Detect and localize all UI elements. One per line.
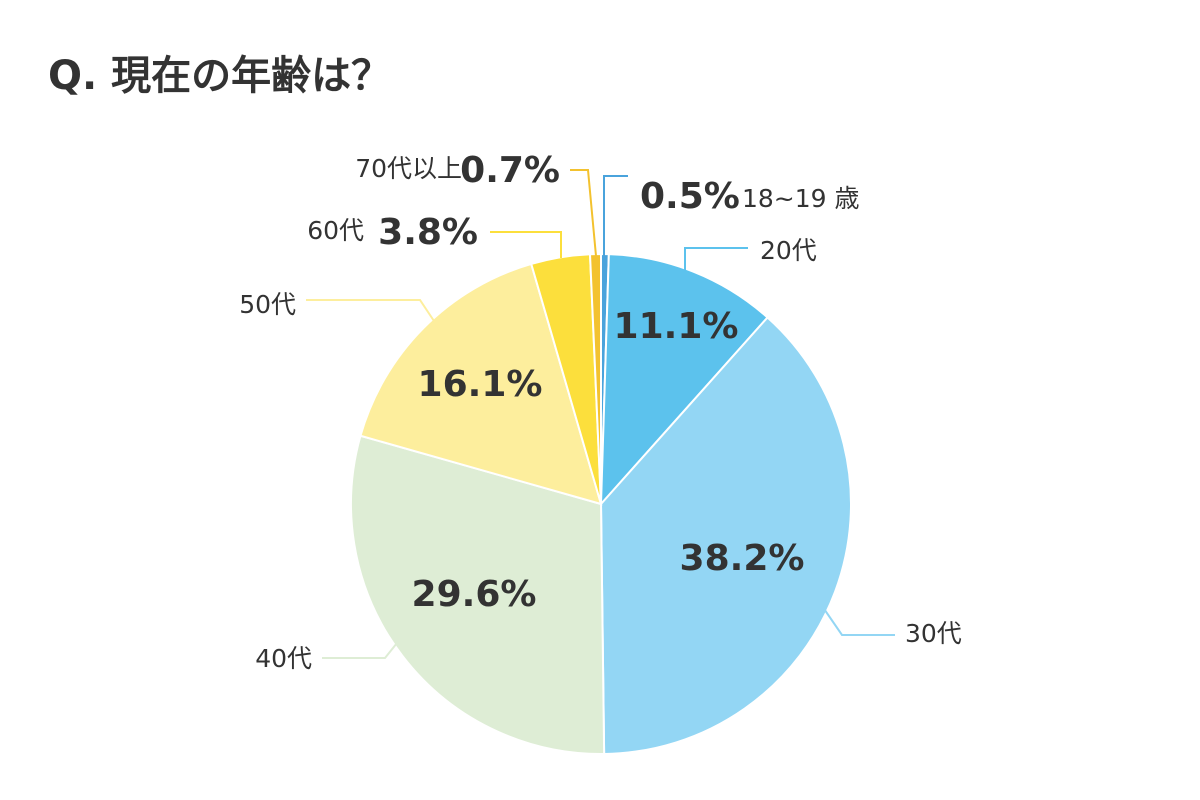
- leader-line: [306, 299, 441, 331]
- chart-title: Q. 現在の年齢は？: [48, 53, 391, 99]
- leader-line: [684, 247, 748, 290]
- value-label: 0.5%: [640, 176, 740, 217]
- category-label: 40代: [255, 644, 312, 673]
- category-label: 30代: [905, 619, 962, 648]
- category-label: 70代以上: [355, 154, 462, 183]
- value-label: 29.6%: [412, 574, 537, 615]
- pie-slice: [599, 316, 852, 755]
- value-label: 38.2%: [680, 538, 805, 579]
- leader-line: [819, 602, 895, 636]
- value-label: 3.8%: [378, 212, 478, 253]
- leader-line: [570, 169, 597, 257]
- category-label: 18~19 歳: [742, 184, 860, 213]
- value-label: 16.1%: [418, 364, 543, 405]
- leader-line: [603, 175, 628, 256]
- value-label: 0.7%: [460, 150, 560, 191]
- pie-slice: [350, 434, 606, 755]
- category-label: 60代: [307, 216, 364, 245]
- category-label: 20代: [760, 236, 817, 265]
- leader-line: [490, 231, 562, 258]
- leader-line: [322, 632, 406, 659]
- pie-slice: [359, 262, 603, 506]
- pie-slice: [599, 253, 769, 507]
- value-label: 11.1%: [614, 306, 739, 347]
- category-label: 50代: [239, 290, 296, 319]
